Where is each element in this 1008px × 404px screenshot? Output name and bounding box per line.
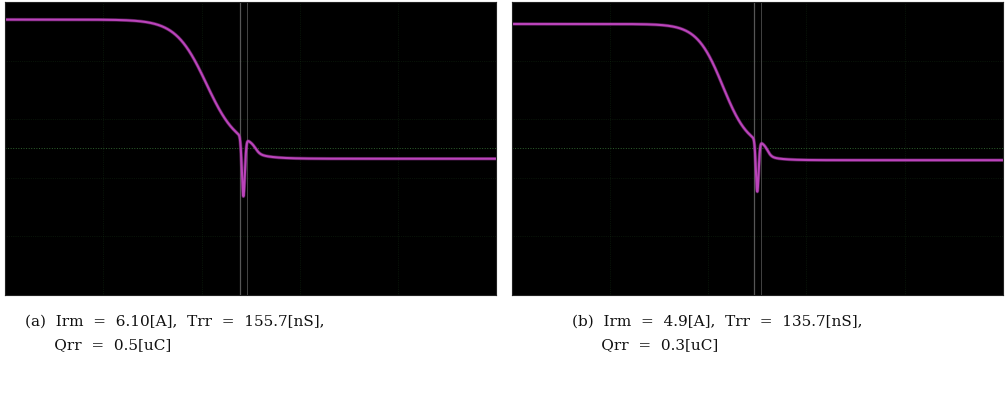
Text: (a)  Irm  =  6.10[A],  Trr  =  155.7[nS],
      Qrr  =  0.5[uC]: (a) Irm = 6.10[A], Trr = 155.7[nS], Qrr … xyxy=(25,315,325,352)
Text: (b)  Irm  =  4.9[A],  Trr  =  135.7[nS],
      Qrr  =  0.3[uC]: (b) Irm = 4.9[A], Trr = 135.7[nS], Qrr =… xyxy=(572,315,863,352)
